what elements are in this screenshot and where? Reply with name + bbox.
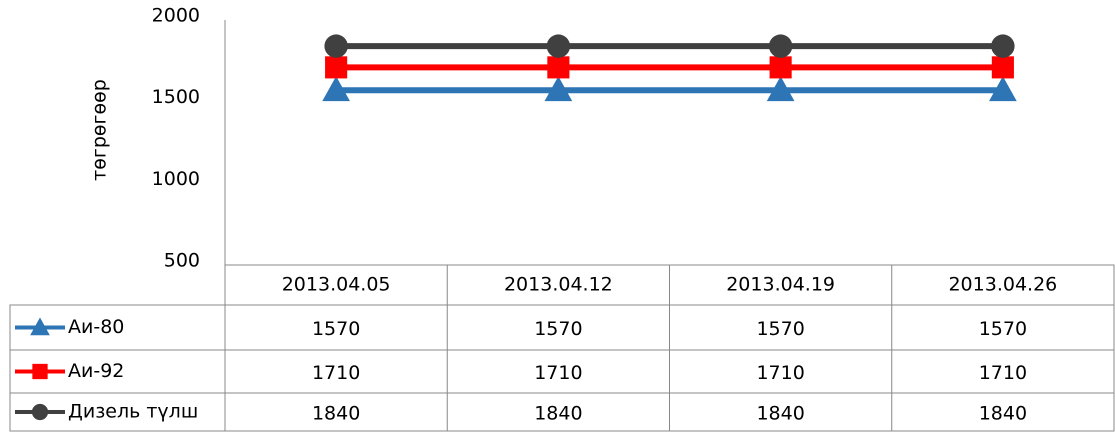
marker <box>322 76 350 102</box>
marker <box>324 34 348 58</box>
table-value: 1710 <box>312 362 360 384</box>
y-tick-label: 1000 <box>152 168 200 190</box>
marker <box>989 76 1017 102</box>
marker <box>991 56 1014 79</box>
table-value: 1840 <box>756 403 804 425</box>
marker <box>325 56 348 79</box>
y-axis-label: төгрөгөөр <box>89 79 111 181</box>
legend-label: Аи-92 <box>68 360 124 382</box>
marker <box>991 34 1015 58</box>
marker <box>546 34 571 58</box>
marker <box>547 56 570 79</box>
marker <box>30 317 50 336</box>
marker <box>769 56 792 79</box>
table-value: 1710 <box>756 362 804 384</box>
table-value: 1570 <box>979 318 1027 340</box>
x-tick-label: 2013.04.19 <box>726 274 835 296</box>
y-tick-label: 500 <box>164 250 200 272</box>
marker <box>544 76 573 102</box>
table-value: 1840 <box>534 403 582 425</box>
table-value: 1840 <box>312 403 360 425</box>
x-tick-label: 2013.04.05 <box>282 274 391 296</box>
table-value: 1570 <box>756 318 804 340</box>
marker <box>31 403 49 421</box>
table-value: 1570 <box>534 318 582 340</box>
marker <box>32 363 48 380</box>
x-tick-label: 2013.04.26 <box>948 274 1057 296</box>
table-value: 1570 <box>312 318 360 340</box>
legend-label: Аи-80 <box>68 316 124 338</box>
table-value: 1840 <box>979 403 1027 425</box>
table-value: 1710 <box>979 362 1027 384</box>
y-tick-label: 1500 <box>152 86 200 108</box>
table-value: 1710 <box>534 362 582 384</box>
marker <box>766 76 795 102</box>
legend-label: Дизель түлш <box>68 401 198 423</box>
x-tick-label: 2013.04.12 <box>504 274 613 296</box>
y-tick-label: 2000 <box>152 5 200 27</box>
marker <box>768 34 793 58</box>
